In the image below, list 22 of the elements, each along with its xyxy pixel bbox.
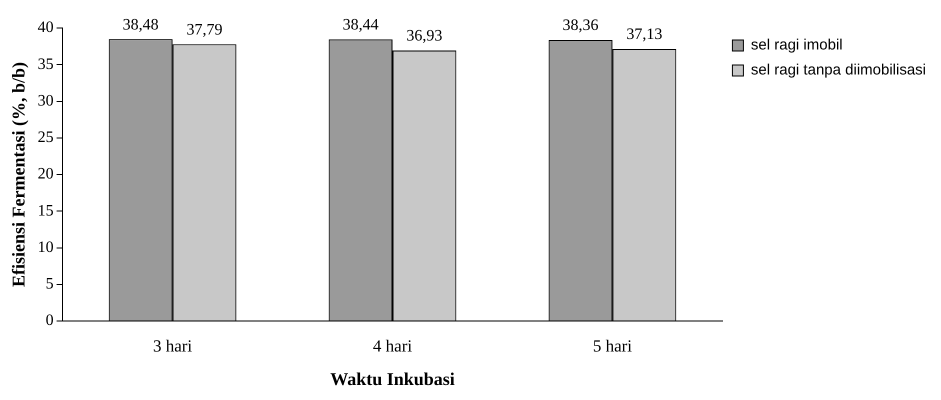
data-label: 36,93 (406, 28, 442, 45)
data-label: 38,44 (342, 16, 379, 34)
legend-label: sel ragi imobil (750, 36, 843, 54)
y-tick-label: 20 (38, 166, 54, 183)
y-axis-title: Efisiensi Fermentasi (%, b/b) (8, 62, 28, 287)
y-tick-label: 15 (38, 202, 54, 220)
y-tick-label: 10 (38, 238, 54, 256)
data-label: 38,48 (122, 16, 159, 34)
y-tick-label: 35 (38, 56, 54, 73)
legend-label: sel ragi tanpa diimobilisasi (750, 62, 926, 79)
y-tick-label: 25 (38, 129, 54, 146)
data-label: 37,79 (186, 21, 222, 38)
x-axis-title: Waktu Inkubasi (330, 368, 455, 389)
y-tick-label: 5 (46, 276, 54, 293)
y-tick-label: 30 (38, 92, 54, 110)
x-tick-label: 4 hari (372, 336, 412, 356)
data-label: 37,13 (626, 26, 662, 44)
x-tick-label: 5 hari (592, 336, 632, 356)
y-tick-label: 0 (46, 312, 54, 330)
x-tick-label: 3 hari (152, 336, 192, 356)
data-label: 38,36 (562, 17, 599, 34)
y-tick-label: 40 (38, 19, 54, 36)
